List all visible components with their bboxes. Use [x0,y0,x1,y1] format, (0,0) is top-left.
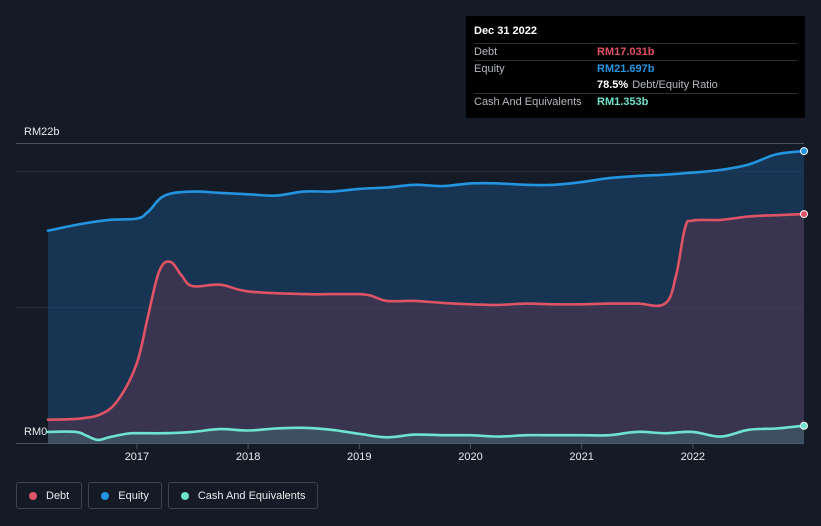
legend-dot-equity [101,491,110,500]
tooltip-date: Dec 31 2022 [474,25,537,37]
equity-line [46,149,806,232]
series-lines [46,149,806,442]
tooltip-row-equity: Equity RM21.697b [474,60,797,77]
legend-item-equity[interactable]: Equity [88,482,162,509]
tooltip-ratio-suffix: Debt/Equity Ratio [632,79,718,91]
tooltip-value-equity: RM21.697b [597,63,655,75]
legend-dot-cash [180,491,189,500]
legend-label-cash: Cash And Equivalents [197,489,306,502]
tooltip-label-equity: Equity [474,63,505,75]
x-tick-label-2022: 2022 [681,451,705,463]
tooltip-panel: Dec 31 2022 Debt RM17.031b Equity RM21.6… [466,16,805,118]
legend-label-debt: Debt [46,489,70,502]
tooltip-label-debt: Debt [474,46,498,58]
legend-label-equity: Equity [118,489,149,502]
x-tick-label-2019: 2019 [347,451,371,463]
y-axis-top-label: RM22b [24,126,59,138]
series-end-markers [800,147,808,430]
x-tick-label-2017: 2017 [125,451,149,463]
tooltip-value-cash: RM1.353b [597,96,649,108]
legend-dot-debt [29,491,37,500]
debt-end-marker [800,210,808,219]
debt-line [46,212,806,421]
x-tick-label-2020: 2020 [458,451,482,463]
equity-area [48,151,804,444]
tooltip-row-ratio: 78.5% Debt/Equity Ratio [474,77,797,93]
y-axis-bottom-label: RM0 [24,426,47,438]
tooltip-value-ratio: 78.5% [597,79,629,91]
equity-end-marker [800,147,808,156]
x-tick-label-2021: 2021 [569,451,593,463]
tooltip-row-debt: Debt RM17.031b [474,43,797,60]
tooltip-value-debt: RM17.031b [597,46,655,58]
cash-line [46,424,806,442]
legend-item-cash[interactable]: Cash And Equivalents [167,482,319,509]
series-areas [48,151,804,444]
tooltip-label-cash: Cash And Equivalents [474,96,582,108]
tooltip-row-cash: Cash And Equivalents RM1.353b [474,93,797,110]
x-axis-ticks: 2017 2018 2019 2020 2021 2022 [125,444,705,463]
legend-item-debt[interactable]: Debt [16,482,83,509]
x-tick-label-2018: 2018 [236,451,260,463]
cash-end-marker [800,421,808,430]
debt-area [48,214,804,444]
legend: Debt Equity Cash And Equivalents [16,482,319,509]
